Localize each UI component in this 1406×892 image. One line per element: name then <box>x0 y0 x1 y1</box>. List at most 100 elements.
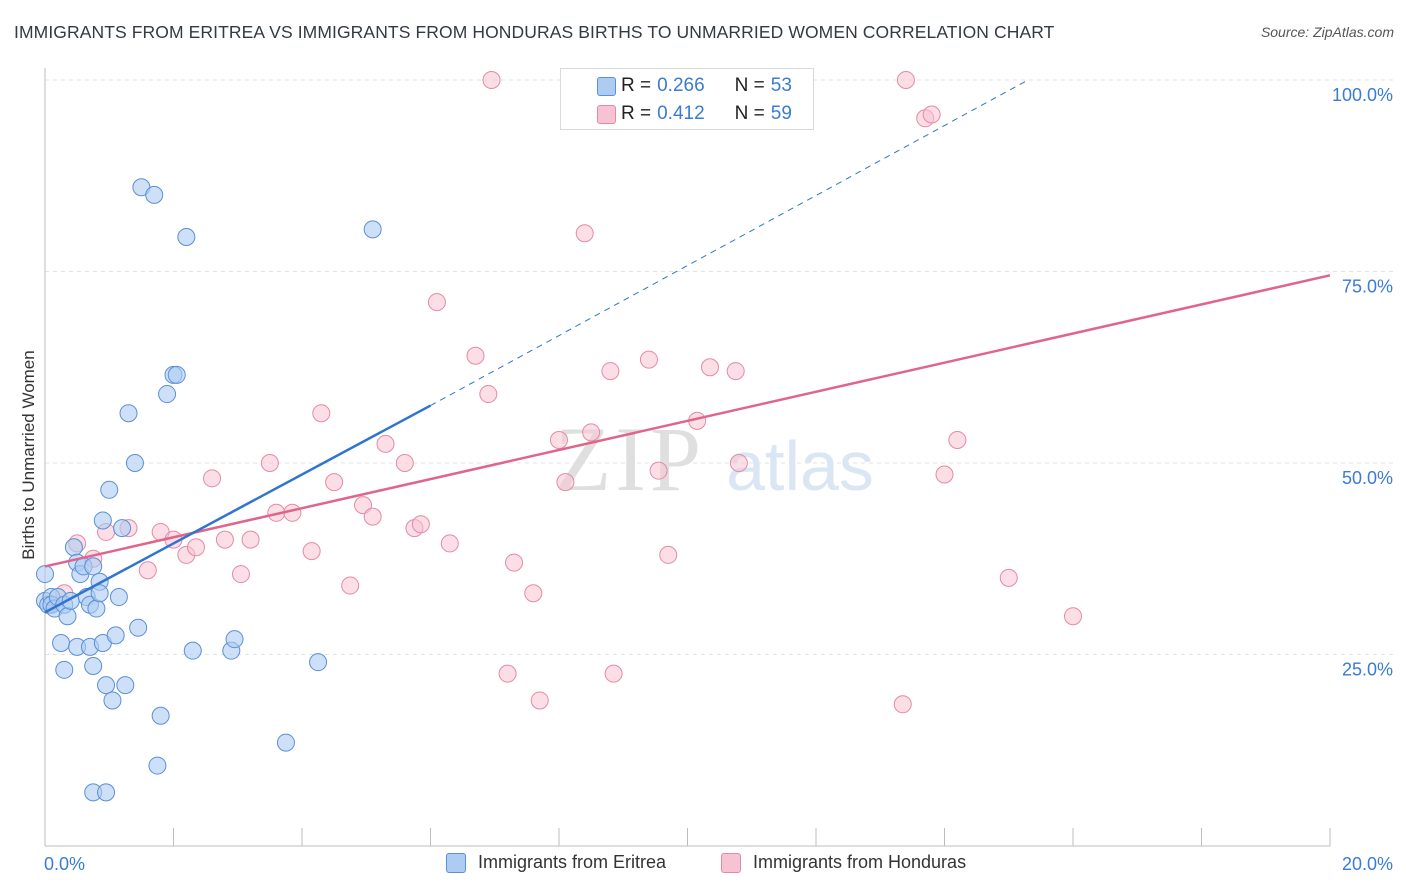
x-tick-label: 20.0% <box>1342 854 1393 874</box>
stats-row-honduras: R = 0.412 N = 59 <box>597 101 792 127</box>
bottom-legend: Immigrants from Eritrea Immigrants from … <box>0 850 1406 880</box>
honduras-point <box>729 454 748 472</box>
eritrea-point <box>119 404 138 423</box>
eritrea-point <box>113 519 132 538</box>
honduras-point <box>700 358 719 377</box>
eritrea-point <box>93 511 112 530</box>
honduras-point <box>726 362 745 381</box>
x-tick-label: 0.0% <box>44 854 85 874</box>
eritrea-point <box>148 756 167 775</box>
watermark-atlas: atlas <box>726 427 874 505</box>
eritrea-point <box>129 618 148 637</box>
n-label: N = <box>734 75 765 96</box>
r-label: R = <box>621 75 652 96</box>
honduras-point <box>186 538 205 557</box>
honduras-point <box>524 584 543 603</box>
eritrea-swatch <box>597 76 616 96</box>
r-value: 0.412 <box>657 103 705 124</box>
honduras-point <box>411 515 430 534</box>
eritrea-point <box>151 706 170 725</box>
honduras-point <box>231 565 250 584</box>
n-label: N = <box>734 103 765 124</box>
eritrea-point <box>145 185 164 204</box>
honduras-point <box>948 431 967 450</box>
eritrea-point <box>90 584 109 603</box>
eritrea-point <box>106 626 125 645</box>
eritrea-point <box>363 220 382 239</box>
honduras-point <box>482 71 501 89</box>
eritrea-point <box>84 557 103 576</box>
honduras-swatch <box>597 104 616 124</box>
trend-lines <box>44 79 1331 614</box>
honduras-point <box>498 664 517 683</box>
eritrea-point <box>87 599 106 618</box>
honduras-point <box>241 530 260 549</box>
honduras-point <box>479 385 498 404</box>
honduras-point <box>601 362 620 381</box>
n-value: 53 <box>770 75 792 96</box>
honduras-point <box>376 434 395 453</box>
honduras-point <box>427 293 446 312</box>
honduras-point <box>505 553 524 572</box>
eritrea-point <box>52 634 71 653</box>
legend-label-eritrea: Immigrants from Eritrea <box>478 852 667 872</box>
n-value: 59 <box>770 103 792 124</box>
y-tick-label: 25.0% <box>1342 660 1393 680</box>
eritrea-point <box>84 656 103 675</box>
eritrea-point <box>55 660 74 679</box>
r-label: R = <box>621 103 652 124</box>
eritrea-trend-line <box>44 404 432 614</box>
y-tick-label: 75.0% <box>1342 277 1393 297</box>
eritrea-point <box>64 538 83 557</box>
eritrea-point <box>36 565 54 584</box>
eritrea-point <box>116 676 135 695</box>
honduras-legend-swatch <box>721 852 741 873</box>
honduras-point <box>550 431 568 450</box>
honduras-trend-line <box>44 274 1331 568</box>
honduras-point <box>999 568 1018 587</box>
eritrea-point <box>309 653 328 672</box>
honduras-point <box>922 105 941 124</box>
honduras-point <box>203 469 222 488</box>
watermark-zip: ZIP <box>555 408 705 510</box>
eritrea-point <box>58 607 77 626</box>
honduras-point <box>604 664 623 683</box>
honduras-point <box>649 461 668 480</box>
honduras-point <box>440 534 459 553</box>
honduras-point <box>659 545 678 564</box>
honduras-point <box>260 454 279 472</box>
honduras-point <box>896 71 915 89</box>
eritrea-point <box>183 641 202 660</box>
legend-item-honduras[interactable]: Immigrants from Honduras <box>721 852 966 873</box>
honduras-point <box>215 530 234 549</box>
honduras-point <box>575 224 594 243</box>
honduras-point <box>556 473 575 492</box>
honduras-points <box>42 71 1082 714</box>
legend-label-honduras: Immigrants from Honduras <box>753 852 967 872</box>
honduras-point <box>935 465 954 484</box>
eritrea-legend-swatch <box>446 852 466 873</box>
r-value: 0.266 <box>657 75 705 96</box>
honduras-point <box>639 350 658 369</box>
honduras-point <box>395 454 414 472</box>
stats-row-eritrea: R = 0.266 N = 53 <box>597 73 792 99</box>
legend-item-eritrea[interactable]: Immigrants from Eritrea <box>446 852 666 873</box>
honduras-point <box>582 423 601 442</box>
chart-title: IMMIGRANTS FROM ERITREA VS IMMIGRANTS FR… <box>14 22 1055 42</box>
honduras-point <box>1064 607 1082 626</box>
source-label: Source: ZipAtlas.com <box>1260 24 1394 40</box>
honduras-point <box>302 542 321 561</box>
eritrea-point <box>125 454 144 472</box>
honduras-point <box>325 473 344 492</box>
eritrea-point <box>177 228 196 247</box>
eritrea-point <box>167 365 186 384</box>
honduras-point <box>312 404 331 423</box>
honduras-point <box>530 691 549 710</box>
eritrea-trend-extension <box>430 79 1029 406</box>
eritrea-point <box>97 783 116 802</box>
y-tick-label: 100.0% <box>1332 85 1393 105</box>
stats-legend: R = 0.266 N = 53 R = 0.412 N = 59 <box>560 68 814 130</box>
axes <box>44 68 1331 847</box>
y-axis-label: Births to Unmarried Women <box>19 350 38 559</box>
